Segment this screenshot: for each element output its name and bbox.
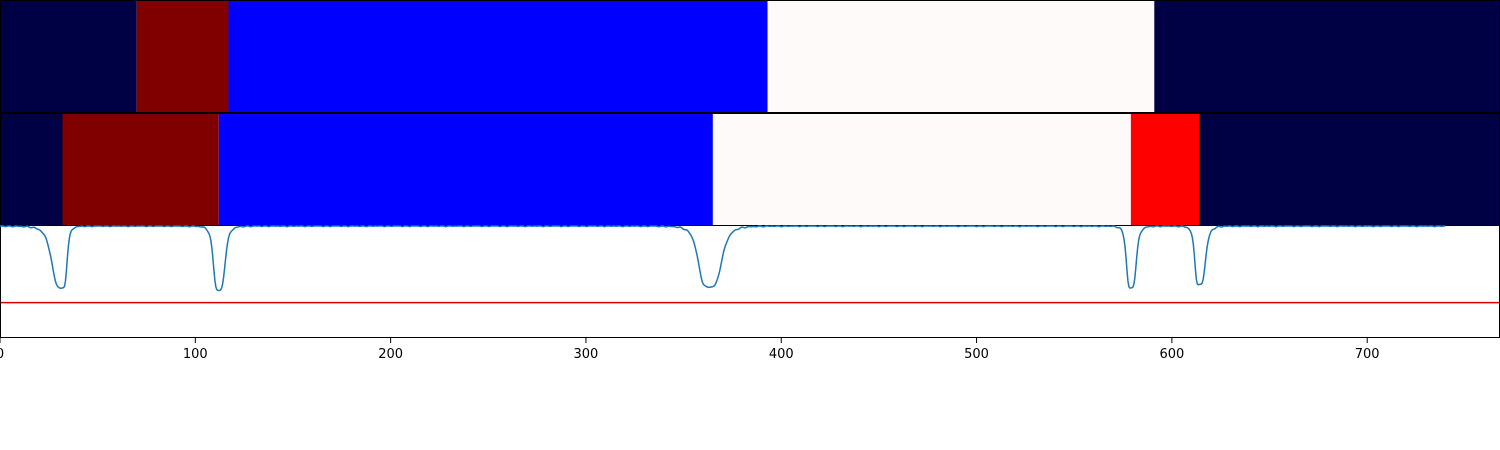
confidence-panel bbox=[0, 225, 1500, 338]
row-2-segment-6 bbox=[1199, 113, 1500, 225]
x-axis: 0 100 200 300 400 500 600 700 bbox=[0, 338, 1380, 362]
confidence-panel-frame bbox=[0, 225, 1500, 338]
row-1-segment-1 bbox=[0, 0, 137, 112]
x-tick-label: 200 bbox=[378, 347, 403, 362]
row-2-segment-3 bbox=[218, 113, 713, 225]
x-tick-label: 0 bbox=[0, 347, 4, 362]
x-tick-label: 400 bbox=[769, 347, 794, 362]
x-tick-label: 700 bbox=[1355, 347, 1380, 362]
row-2-segment-2 bbox=[62, 113, 219, 225]
row-2-segment-4 bbox=[712, 113, 1131, 225]
x-tick-label: 300 bbox=[574, 347, 599, 362]
confidence-line bbox=[0, 225, 1446, 292]
x-tick-label: 500 bbox=[964, 347, 989, 362]
row-2-segment-1 bbox=[0, 113, 63, 225]
x-tick-label: 600 bbox=[1159, 347, 1184, 362]
row-1-segment-4 bbox=[767, 0, 1155, 112]
row-2-segment-5 bbox=[1130, 113, 1200, 225]
segmentation-row-1 bbox=[0, 0, 1500, 112]
segmentation-row-2 bbox=[0, 113, 1500, 225]
x-tick-label: 100 bbox=[183, 347, 208, 362]
row-1-segment-3 bbox=[228, 0, 768, 112]
row-1-segment-2 bbox=[136, 0, 229, 112]
row-1-segment-5 bbox=[1154, 0, 1500, 112]
